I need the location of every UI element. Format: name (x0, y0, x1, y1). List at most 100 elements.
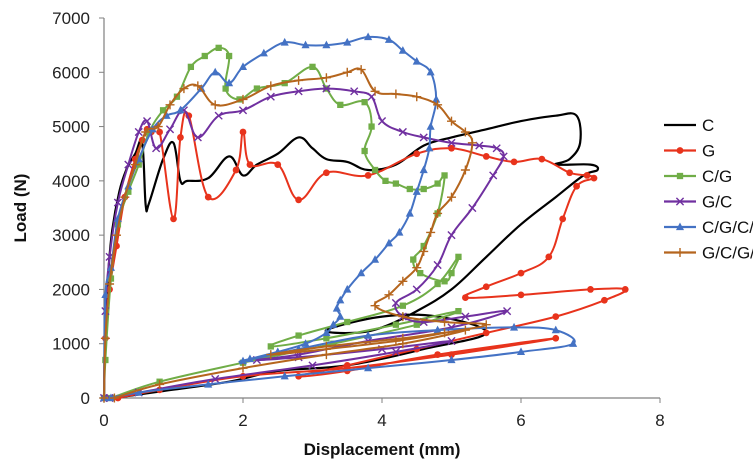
data-point (245, 354, 254, 363)
data-point (371, 166, 379, 174)
data-point (301, 40, 310, 49)
data-point (545, 253, 553, 261)
data-point (193, 133, 202, 142)
data-point (675, 248, 685, 257)
legend-item: G (664, 142, 715, 161)
series-layer (99, 32, 629, 403)
data-point (413, 321, 420, 328)
data-point (214, 111, 223, 120)
legend-item: C (664, 116, 714, 135)
data-point (410, 256, 417, 263)
data-point (165, 100, 175, 110)
data-point (211, 67, 220, 76)
data-point (601, 296, 608, 304)
data-point (153, 122, 163, 132)
data-point (259, 48, 268, 57)
data-point (573, 182, 580, 190)
data-point (434, 180, 441, 187)
legend-label: C/G (702, 167, 732, 186)
data-point (398, 339, 408, 349)
data-point (321, 350, 331, 360)
data-point (152, 144, 161, 153)
data-point (481, 320, 491, 330)
data-point (99, 393, 109, 403)
data-point (105, 279, 115, 289)
data-point (448, 144, 455, 152)
data-point (336, 312, 345, 320)
plot-area: 0 2 4 6 8 0 1000 2000 3000 4000 5000 6000 7000 (52, 9, 665, 430)
data-point (187, 63, 195, 71)
data-point (225, 52, 233, 60)
data-point (364, 363, 373, 372)
data-point (447, 336, 456, 346)
data-point (364, 331, 373, 339)
data-point (330, 340, 337, 347)
data-point (124, 160, 133, 169)
data-point (364, 172, 372, 179)
data-point (441, 172, 448, 179)
data-point (676, 172, 684, 180)
data-point (295, 332, 302, 339)
y-tick-label: 3000 (52, 226, 90, 245)
legend-item: G/C (664, 193, 732, 212)
data-point (510, 158, 518, 166)
data-point (323, 169, 330, 177)
data-point (176, 105, 185, 114)
data-point (392, 321, 400, 328)
data-point (433, 260, 442, 270)
data-point (370, 86, 380, 96)
legend: CG C/G G/C C/G/C/G G/C/G/C (664, 116, 753, 263)
data-point (676, 147, 684, 154)
data-point (433, 325, 442, 334)
data-point (350, 87, 359, 96)
data-point (405, 208, 414, 217)
data-point (569, 339, 578, 347)
legend-label: C (702, 116, 714, 135)
data-point (462, 294, 469, 301)
y-axis-title: Load (N) (11, 174, 30, 243)
y-tick-label: 7000 (52, 9, 90, 28)
data-point (517, 291, 525, 299)
legend-label: G/C/G/C (702, 244, 753, 263)
data-point (246, 161, 254, 168)
y-tick-label: 1000 (52, 335, 90, 354)
data-point (499, 152, 508, 161)
data-point (280, 37, 289, 46)
data-point (336, 295, 345, 304)
data-point (361, 98, 368, 106)
x-tick-label: 4 (377, 411, 386, 430)
data-point (412, 285, 421, 294)
series-c-g (100, 44, 462, 402)
x-axis-title: Displacement (mm) (304, 440, 461, 459)
y-tick-label: 4000 (52, 172, 90, 191)
data-point (253, 85, 261, 92)
data-point (406, 185, 413, 193)
y-tick-group: 0 1000 2000 3000 4000 5000 6000 7000 (52, 9, 104, 408)
data-point (475, 141, 484, 150)
data-point (321, 341, 331, 351)
data-point (482, 329, 490, 337)
data-point (448, 269, 455, 277)
data-point (141, 127, 151, 137)
data-point (420, 185, 427, 193)
data-point (482, 153, 490, 160)
data-point (517, 269, 525, 277)
data-point (384, 35, 393, 43)
data-point (204, 379, 213, 388)
data-point (142, 117, 152, 126)
data-point (266, 92, 275, 101)
data-point (455, 307, 462, 315)
data-point (382, 177, 389, 185)
data-point (238, 356, 248, 365)
data-point (398, 276, 408, 286)
data-point (201, 52, 208, 60)
data-point (412, 56, 421, 65)
data-point (337, 101, 344, 109)
data-point (510, 322, 519, 331)
data-point (433, 100, 443, 110)
data-point (322, 40, 331, 49)
data-point (370, 301, 380, 311)
data-point (274, 161, 282, 168)
data-point (156, 128, 163, 136)
data-point (361, 147, 368, 155)
